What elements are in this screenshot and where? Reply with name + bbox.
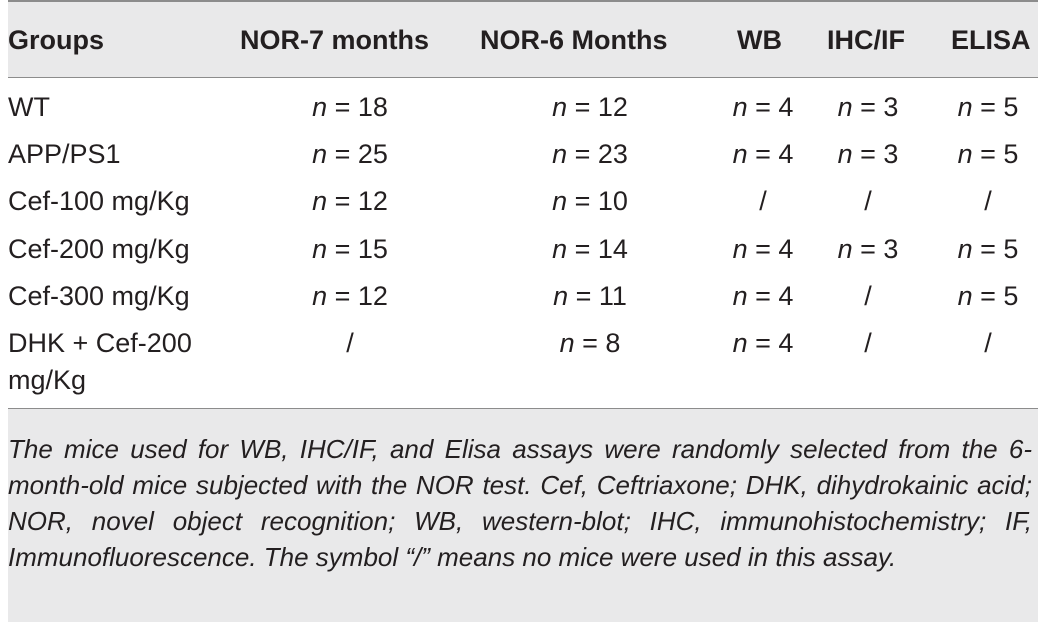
table-body: WT n = 18 n = 12 n = 4 n = 3 n = 5 APP/PS1 n = …: [8, 78, 1038, 409]
cell-elisa: n = 5: [957, 234, 1019, 264]
cell-ihc-if: n = 3: [837, 92, 899, 122]
cell-elisa: /: [984, 186, 992, 216]
cell-group: Cef-100 mg/Kg: [8, 186, 190, 216]
header-nor-6-months: NOR-6 Months: [480, 25, 668, 55]
cell-elisa: n = 5: [957, 281, 1019, 311]
cell-nor-7-months: n = 12: [312, 186, 388, 216]
cell-nor-7-months: n = 25: [312, 139, 388, 169]
cell-group: DHK + Cef-200 mg/Kg: [8, 328, 192, 395]
cell-wb: /: [759, 186, 767, 216]
table-row: APP/PS1 n = 25 n = 23 n = 4 n = 3 n = 5: [8, 131, 1038, 178]
cell-nor-6-months: n = 14: [552, 234, 628, 264]
footnote-text: The mice used for WB, IHC/IF, and Elisa …: [8, 434, 1032, 572]
mice-groups-table: Groups NOR-7 months NOR-6 Months WB IHC/…: [8, 0, 1038, 409]
cell-nor-6-months: n = 11: [553, 281, 627, 311]
table-row: Cef-100 mg/Kg n = 12 n = 10 / / /: [8, 178, 1038, 225]
header-ihc-if: IHC/IF: [827, 25, 905, 55]
cell-ihc-if: /: [864, 328, 872, 358]
header-wb: WB: [737, 25, 782, 55]
cell-elisa: /: [984, 328, 992, 358]
cell-nor-7-months: n = 12: [312, 281, 388, 311]
table-row: WT n = 18 n = 12 n = 4 n = 3 n = 5: [8, 84, 1038, 131]
cell-wb: n = 4: [732, 281, 794, 311]
cell-ihc-if: /: [864, 281, 872, 311]
cell-nor-6-months: n = 12: [552, 92, 628, 122]
table-row: Cef-300 mg/Kg n = 12 n = 11 n = 4 / n = 5: [8, 273, 1038, 320]
cell-group: Cef-300 mg/Kg: [8, 281, 190, 311]
cell-group: APP/PS1: [8, 139, 121, 169]
cell-wb: n = 4: [732, 328, 794, 358]
cell-group: Cef-200 mg/Kg: [8, 234, 190, 264]
cell-ihc-if: /: [864, 186, 872, 216]
table-row: Cef-200 mg/Kg n = 15 n = 14 n = 4 n = 3 n = 5: [8, 226, 1038, 273]
cell-elisa: n = 5: [957, 92, 1019, 122]
cell-wb: n = 4: [732, 139, 794, 169]
header-nor-7-months: NOR-7 months: [240, 25, 429, 55]
table-row: DHK + Cef-200 mg/Kg / n = 8 n = 4 / /: [8, 320, 1038, 395]
table-header-row: Groups NOR-7 months NOR-6 Months WB IHC/…: [8, 0, 1038, 78]
cell-elisa: n = 5: [957, 139, 1019, 169]
header-elisa: ELISA: [951, 25, 1031, 55]
cell-ihc-if: n = 3: [837, 234, 899, 264]
table-footnote: The mice used for WB, IHC/IF, and Elisa …: [8, 409, 1038, 622]
cell-nor-6-months: n = 10: [552, 186, 628, 216]
header-groups: Groups: [8, 25, 105, 55]
cell-group: WT: [8, 92, 50, 122]
cell-nor-7-months: n = 15: [312, 234, 388, 264]
cell-nor-6-months: n = 23: [552, 139, 628, 169]
cell-nor-7-months: n = 18: [312, 92, 388, 122]
cell-wb: n = 4: [732, 92, 794, 122]
cell-ihc-if: n = 3: [837, 139, 899, 169]
cell-nor-6-months: n = 8: [559, 328, 621, 358]
cell-wb: n = 4: [732, 234, 794, 264]
cell-nor-7-months: /: [346, 328, 354, 358]
